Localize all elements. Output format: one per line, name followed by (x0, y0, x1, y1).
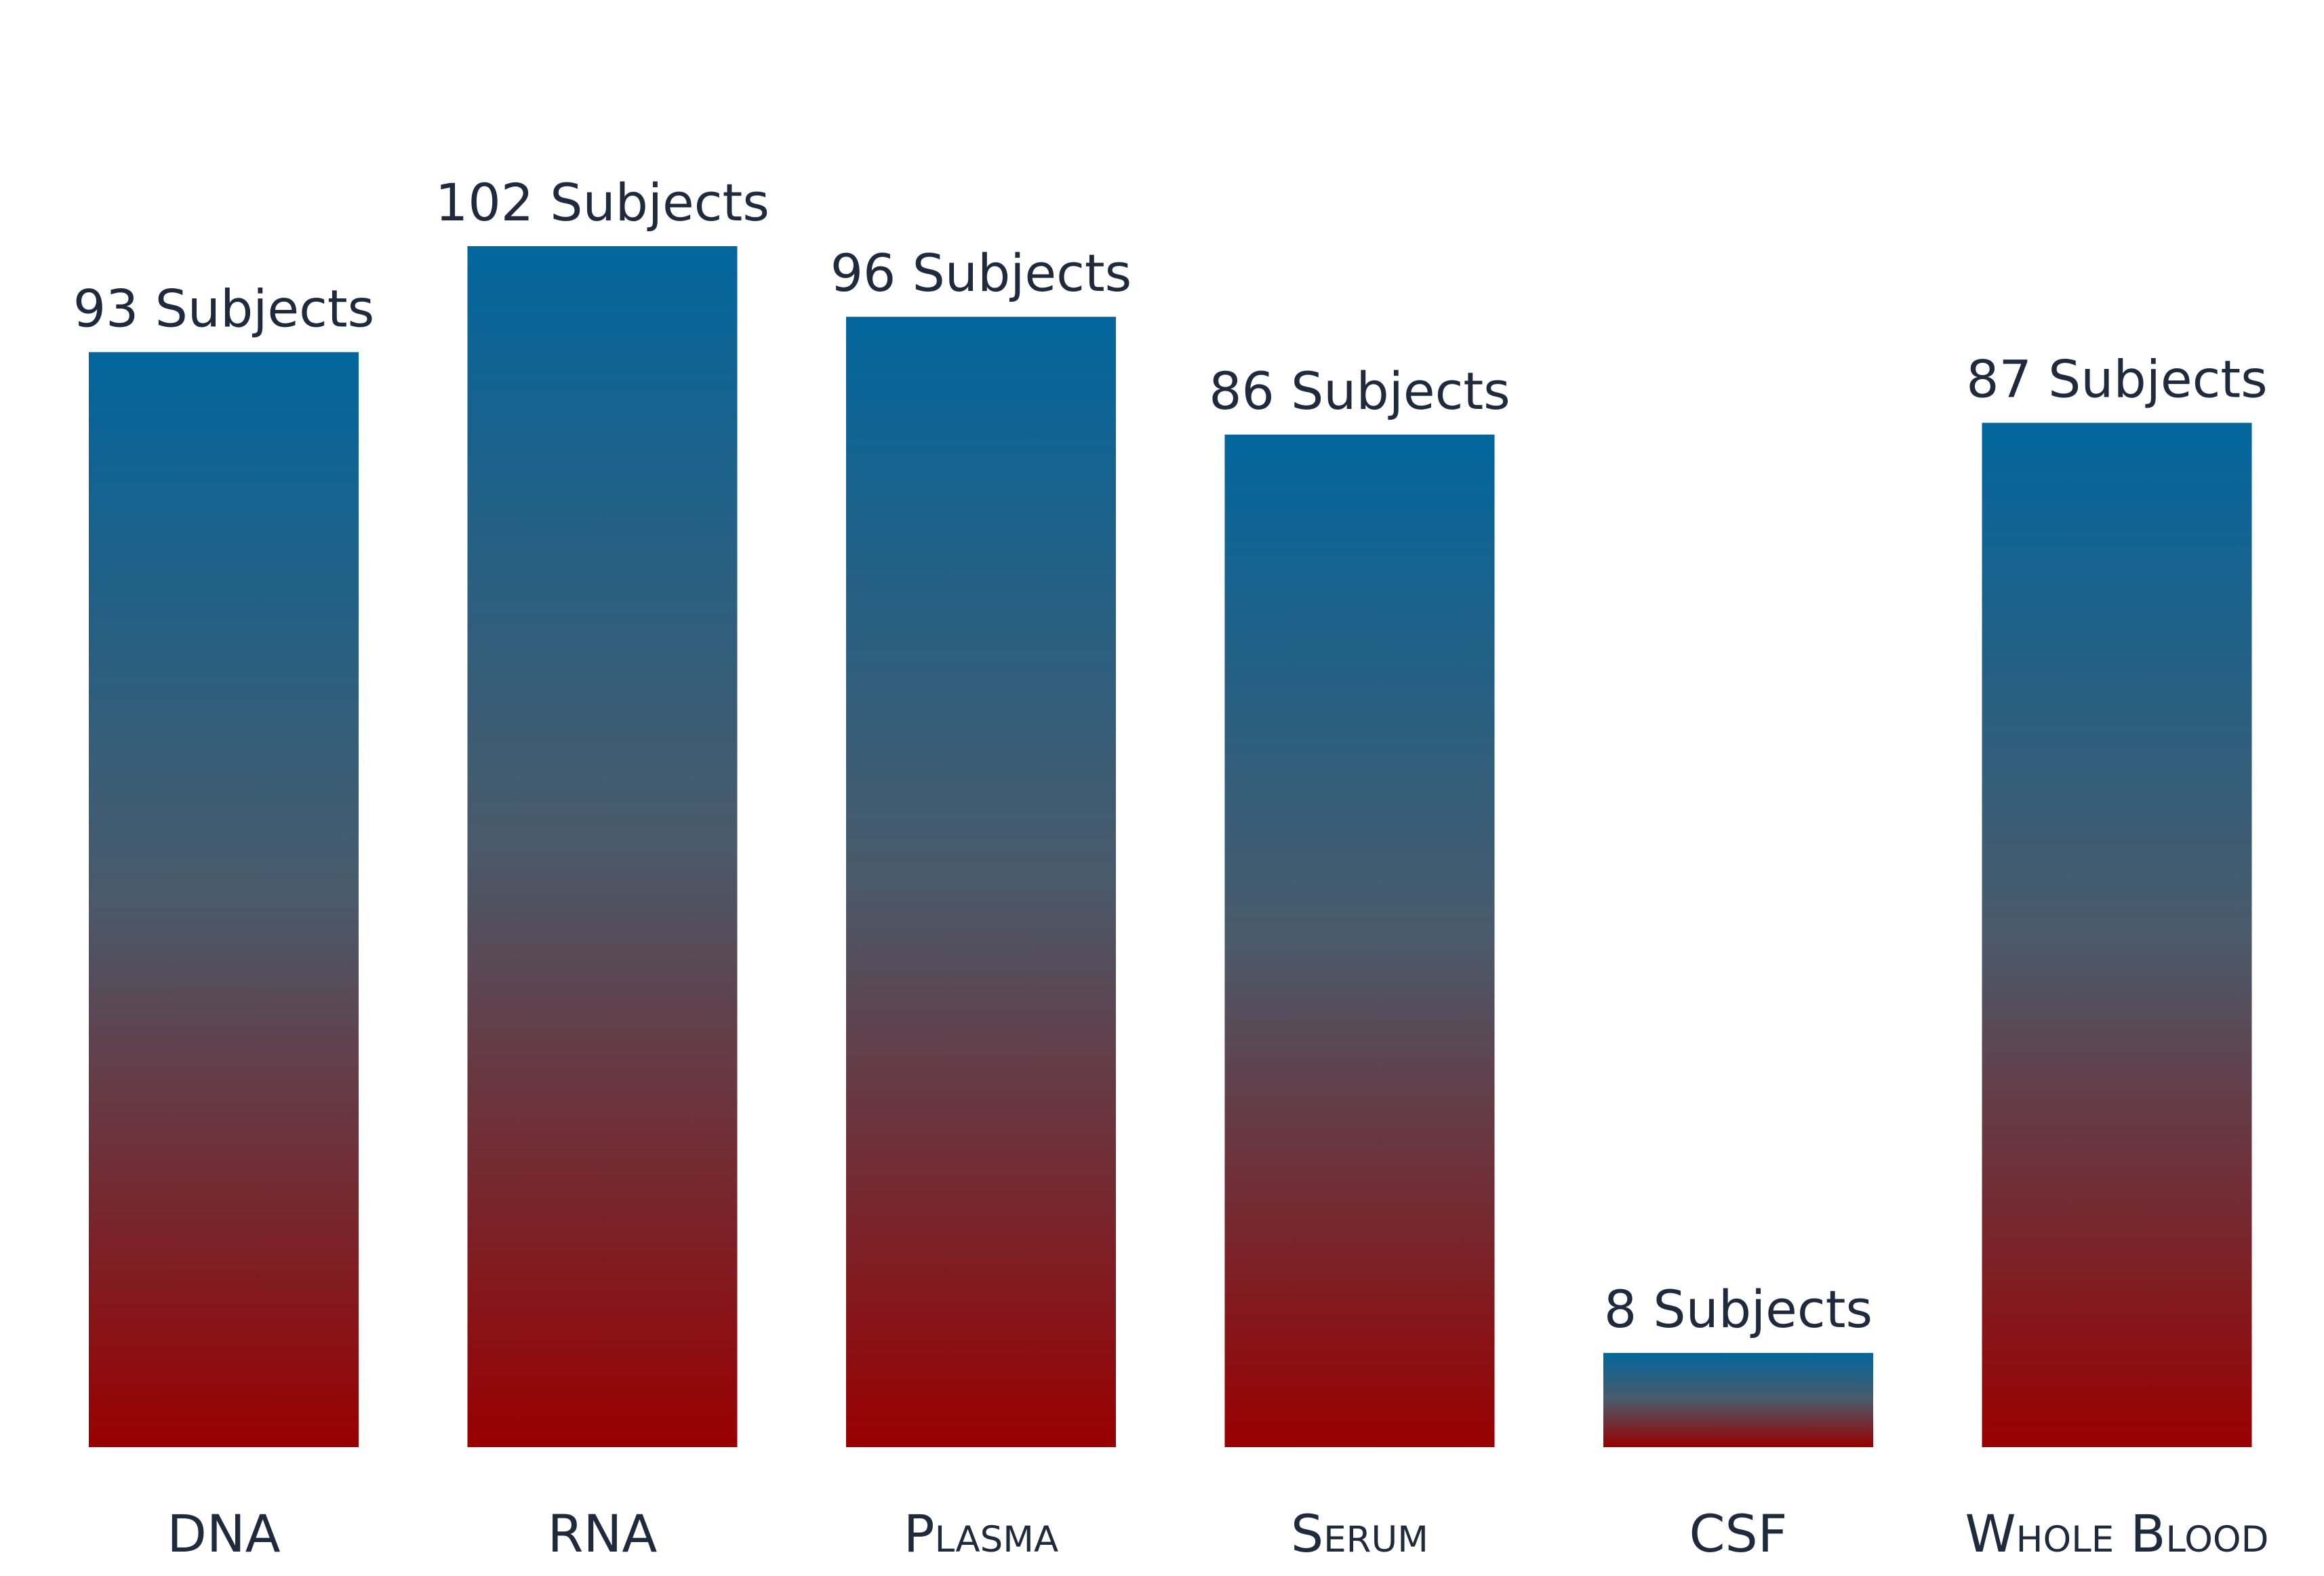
data-label-csf: 8 Subjects (1604, 1279, 1872, 1339)
bar-csf (1603, 1353, 1873, 1447)
category-label-plasma: Plasma (904, 1503, 1058, 1564)
bars-layer (89, 246, 2252, 1448)
data-labels-layer: 93 Subjects 102 Subjects 96 Subjects 86 Sub… (73, 172, 2268, 1339)
data-label-dna: 93 Subjects (73, 278, 375, 338)
category-label-serum: Serum (1291, 1503, 1428, 1564)
category-label-whole-blood: Whole Blood (1965, 1503, 2269, 1564)
data-label-whole-blood: 87 Subjects (1966, 349, 2268, 409)
data-label-plasma: 96 Subjects (830, 243, 1132, 303)
category-label-dna: DNA (167, 1503, 280, 1564)
bar-whole-blood (1982, 422, 2252, 1447)
category-labels-layer: DNA RNA Plasma Serum CSF Whole Blood (167, 1503, 2268, 1564)
category-label-csf: CSF (1689, 1503, 1787, 1564)
bar-rna (467, 246, 738, 1447)
category-label-rna: RNA (548, 1503, 658, 1564)
bar-serum (1224, 434, 1495, 1447)
data-label-serum: 86 Subjects (1209, 361, 1510, 421)
data-label-rna: 102 Subjects (435, 172, 769, 233)
bar-dna (89, 352, 359, 1448)
bar-plasma (846, 317, 1116, 1447)
